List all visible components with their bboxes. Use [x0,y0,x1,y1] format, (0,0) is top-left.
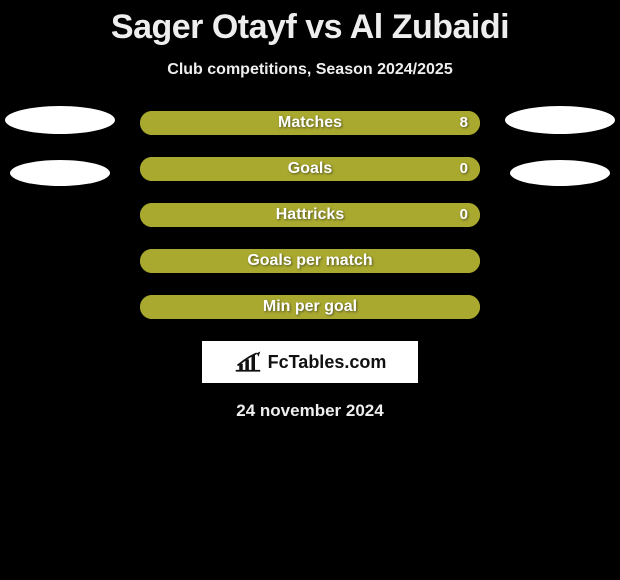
stat-bar-value: 0 [460,203,468,227]
title-player1: Sager Otayf [111,8,296,46]
branding-text: FcTables.com [268,352,387,373]
comparison-infographic: Sager Otayf vs Al Zubaidi Club competiti… [0,0,620,421]
branding-box: FcTables.com [202,341,418,383]
stat-row: Hattricks0 [140,203,480,227]
stat-bar-label: Min per goal [140,295,480,319]
photo-placeholder-icon [10,160,110,186]
stat-bars: Matches8Goals0Hattricks0Goals per matchM… [140,111,480,319]
stat-bar-label: Hattricks [140,203,480,227]
right-player-column [500,111,620,186]
date-text: 24 november 2024 [236,401,383,421]
stat-bar-value: 8 [460,111,468,135]
page-title: Sager Otayf vs Al Zubaidi [111,8,509,47]
stat-row: Min per goal [140,295,480,319]
stat-bar-label: Goals [140,157,480,181]
stat-row: Goals0 [140,157,480,181]
stat-row: Goals per match [140,249,480,273]
subtitle: Club competitions, Season 2024/2025 [167,61,452,79]
chart-logo-icon [234,351,262,373]
photo-placeholder-icon [505,106,615,134]
title-player2: Al Zubaidi [350,8,509,46]
left-player-column [0,111,120,186]
title-vs: vs [305,8,342,46]
photo-placeholder-icon [510,160,610,186]
stat-row: Matches8 [140,111,480,135]
photo-placeholder-icon [5,106,115,134]
stats-area: Matches8Goals0Hattricks0Goals per matchM… [0,111,620,319]
stat-bar-value: 0 [460,157,468,181]
stat-bar-label: Matches [140,111,480,135]
stat-bar-label: Goals per match [140,249,480,273]
